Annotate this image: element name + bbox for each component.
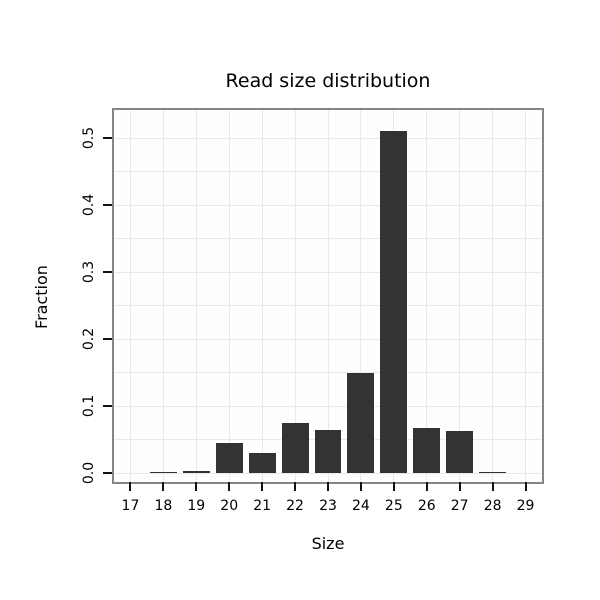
bar <box>347 372 375 474</box>
gridline-vertical <box>129 110 131 482</box>
x-tick <box>294 482 297 491</box>
gridline-vertical <box>228 110 230 482</box>
x-tick-label: 26 <box>417 498 436 514</box>
x-tick <box>458 482 461 491</box>
y-axis-label: Fraction <box>32 265 51 329</box>
x-tick-label: 20 <box>220 498 239 514</box>
y-tick <box>103 271 112 274</box>
bar <box>446 431 474 474</box>
gridline-vertical <box>294 110 296 482</box>
gridline-vertical <box>261 110 263 482</box>
x-tick <box>261 482 264 491</box>
x-tick <box>491 482 494 491</box>
y-tick-label: 0.1 <box>81 395 97 418</box>
bar <box>248 453 276 474</box>
y-tick-label: 0.4 <box>81 194 97 217</box>
gridline-vertical <box>525 110 527 482</box>
x-tick-label: 27 <box>450 498 469 514</box>
bar <box>182 471 210 474</box>
y-tick-label: 0.5 <box>81 127 97 150</box>
x-tick-label: 25 <box>384 498 403 514</box>
y-axis-ticks <box>103 110 112 482</box>
gridline-vertical <box>195 110 197 482</box>
x-tick-label: 17 <box>121 498 140 514</box>
y-tick <box>103 338 112 341</box>
x-tick <box>195 482 198 491</box>
x-axis-label: Size <box>311 534 345 553</box>
y-tick-label: 0.3 <box>81 261 97 284</box>
gridline-vertical <box>459 110 461 482</box>
x-tick <box>228 482 231 491</box>
x-tick-label: 23 <box>319 498 337 514</box>
y-tick <box>103 472 112 475</box>
x-tick <box>162 482 165 491</box>
x-tick-label: 28 <box>483 498 502 514</box>
chart-title: Read size distribution <box>225 70 431 92</box>
x-tick-label: 18 <box>154 498 173 514</box>
x-tick-label: 29 <box>516 498 535 514</box>
y-tick <box>103 405 112 408</box>
bar <box>281 423 309 474</box>
gridline-vertical <box>162 110 164 482</box>
plot-panel <box>112 108 544 484</box>
x-tick-label: 21 <box>253 498 272 514</box>
x-tick <box>327 482 329 491</box>
x-tick <box>524 482 527 491</box>
x-tick-label: 19 <box>187 498 206 514</box>
gridline-vertical <box>492 110 494 482</box>
bar <box>149 471 177 474</box>
bar <box>479 471 507 474</box>
x-tick <box>359 482 362 491</box>
x-tick-label: 24 <box>352 498 370 514</box>
x-tick <box>129 482 132 491</box>
y-tick <box>103 137 112 140</box>
gridline-vertical <box>426 110 428 482</box>
x-tick <box>392 482 395 491</box>
bar <box>314 429 342 474</box>
gridline-vertical <box>360 110 362 482</box>
bar <box>380 131 408 474</box>
x-axis-tick-labels: 17 18 19 20 21 22 23 24 25 26 27 28 29 <box>114 498 542 516</box>
x-tick-label: 22 <box>286 498 304 514</box>
y-tick <box>103 204 112 207</box>
y-axis-tick-labels: 0.0 0.1 0.2 0.3 0.4 0.5 <box>72 110 106 484</box>
bar <box>215 443 243 474</box>
y-tick-label: 0.0 <box>81 462 97 485</box>
x-tick <box>425 482 428 491</box>
bar <box>413 427 441 474</box>
gridline-vertical <box>327 110 329 482</box>
y-tick-label: 0.2 <box>81 328 97 351</box>
x-axis-ticks <box>114 482 542 492</box>
